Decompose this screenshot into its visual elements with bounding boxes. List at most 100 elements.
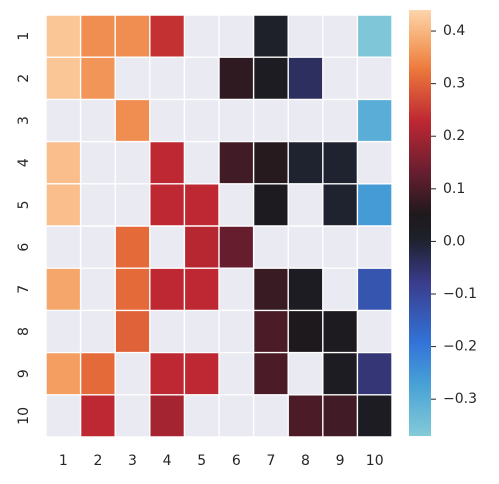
y-tick-label: 4 (16, 158, 32, 167)
heatmap-cell (219, 268, 254, 311)
heatmap-cell (253, 310, 289, 353)
colorbar-ticks: 0.4 0.3 0.2 0.1 0.0 −0.1 −0.2 −0.3 (431, 23, 477, 407)
heatmap-cell (322, 394, 358, 437)
y-tick-label: 2 (16, 74, 32, 83)
y-axis-ticks: 1 2 3 4 5 6 7 8 9 10 (16, 32, 32, 425)
heatmap-cell (184, 57, 219, 100)
heatmap-cell (46, 310, 81, 353)
heatmap-cell (253, 226, 289, 269)
heatmap-cell (288, 15, 323, 58)
heatmap-cell (80, 352, 116, 395)
heatmap-cell (80, 310, 116, 353)
heatmap-cell (253, 57, 289, 100)
heatmap-cell (80, 15, 116, 58)
heatmap-cell (253, 141, 289, 184)
y-tick-label: 6 (16, 243, 32, 252)
heatmap-cell (219, 352, 254, 395)
heatmap-cell (219, 141, 254, 184)
heatmap-cell (115, 15, 150, 58)
heatmap-cell (322, 141, 358, 184)
heatmap-cell (149, 183, 185, 226)
heatmap-cell (184, 141, 219, 184)
heatmap-cell (46, 352, 81, 395)
heatmap-cell (322, 310, 358, 353)
heatmap-cell (357, 226, 392, 269)
heatmap-cell (115, 99, 150, 142)
y-tick-label: 9 (16, 369, 32, 378)
colorbar-tick-label: 0.3 (443, 76, 465, 92)
y-tick-label: 7 (16, 285, 32, 294)
heatmap-cell (288, 183, 323, 226)
heatmap-cell (80, 268, 116, 311)
heatmap-cell (115, 226, 150, 269)
heatmap-cell (115, 183, 150, 226)
heatmap-cell (322, 99, 358, 142)
heatmap-cell (219, 226, 254, 269)
heatmap-cell (80, 99, 116, 142)
heatmap-cell (149, 268, 185, 311)
heatmap-cell (184, 268, 219, 311)
heatmap-cell (46, 99, 81, 142)
heatmap-cell (115, 394, 150, 437)
heatmap-cell (46, 268, 81, 311)
colorbar-tick-label: −0.2 (443, 339, 477, 355)
x-tick-label: 10 (366, 453, 384, 469)
heatmap-cell (357, 15, 392, 58)
heatmap-cell (357, 57, 392, 100)
heatmap-cell (219, 183, 254, 226)
heatmap-cell (46, 226, 81, 269)
heatmap-cell (184, 183, 219, 226)
heatmap-cell (357, 268, 392, 311)
heatmap-cell (115, 310, 150, 353)
heatmap-cell (115, 57, 150, 100)
heatmap-cell (288, 352, 323, 395)
heatmap-cell (80, 141, 116, 184)
heatmap-cell (357, 99, 392, 142)
colorbar-tick-label: 0.2 (443, 128, 465, 144)
y-tick-label: 8 (16, 327, 32, 336)
heatmap-cell (149, 141, 185, 184)
heatmap-cell (184, 226, 219, 269)
heatmap-cell (80, 394, 116, 437)
heatmap-cell (357, 352, 392, 395)
heatmap-cell (219, 310, 254, 353)
heatmap-cell (184, 99, 219, 142)
colorbar-tick-label: 0.0 (443, 233, 465, 249)
heatmap-cell (322, 268, 358, 311)
heatmap-cell (322, 15, 358, 58)
heatmap-cell (253, 15, 289, 58)
x-tick-label: 3 (128, 453, 137, 469)
x-tick-label: 2 (93, 453, 102, 469)
heatmap-cell (288, 268, 323, 311)
colorbar-tick-label: 0.1 (443, 181, 465, 197)
heatmap-cell (219, 15, 254, 58)
x-tick-label: 7 (266, 453, 275, 469)
heatmap-cell (149, 394, 185, 437)
heatmap-cell (322, 352, 358, 395)
x-tick-label: 8 (301, 453, 310, 469)
heatmap-cell (253, 268, 289, 311)
x-tick-label: 1 (59, 453, 68, 469)
heatmap-cell (46, 183, 81, 226)
heatmap-cell (288, 394, 323, 437)
heatmap-cells (45, 14, 393, 438)
heatmap-cell (184, 310, 219, 353)
heatmap-cell (115, 268, 150, 311)
x-tick-label: 9 (336, 453, 345, 469)
heatmap-cell (46, 394, 81, 437)
heatmap-cell (357, 310, 392, 353)
heatmap-cell (149, 226, 185, 269)
heatmap-cell (149, 15, 185, 58)
heatmap-cell (219, 57, 254, 100)
heatmap-cell (357, 394, 392, 437)
x-tick-label: 5 (197, 453, 206, 469)
heatmap-cell (219, 99, 254, 142)
heatmap-cell (80, 226, 116, 269)
x-tick-label: 4 (163, 453, 172, 469)
y-tick-label: 3 (16, 116, 32, 125)
heatmap-cell (253, 352, 289, 395)
heatmap-cell (288, 226, 323, 269)
heatmap-cell (357, 183, 392, 226)
heatmap-cell (149, 310, 185, 353)
